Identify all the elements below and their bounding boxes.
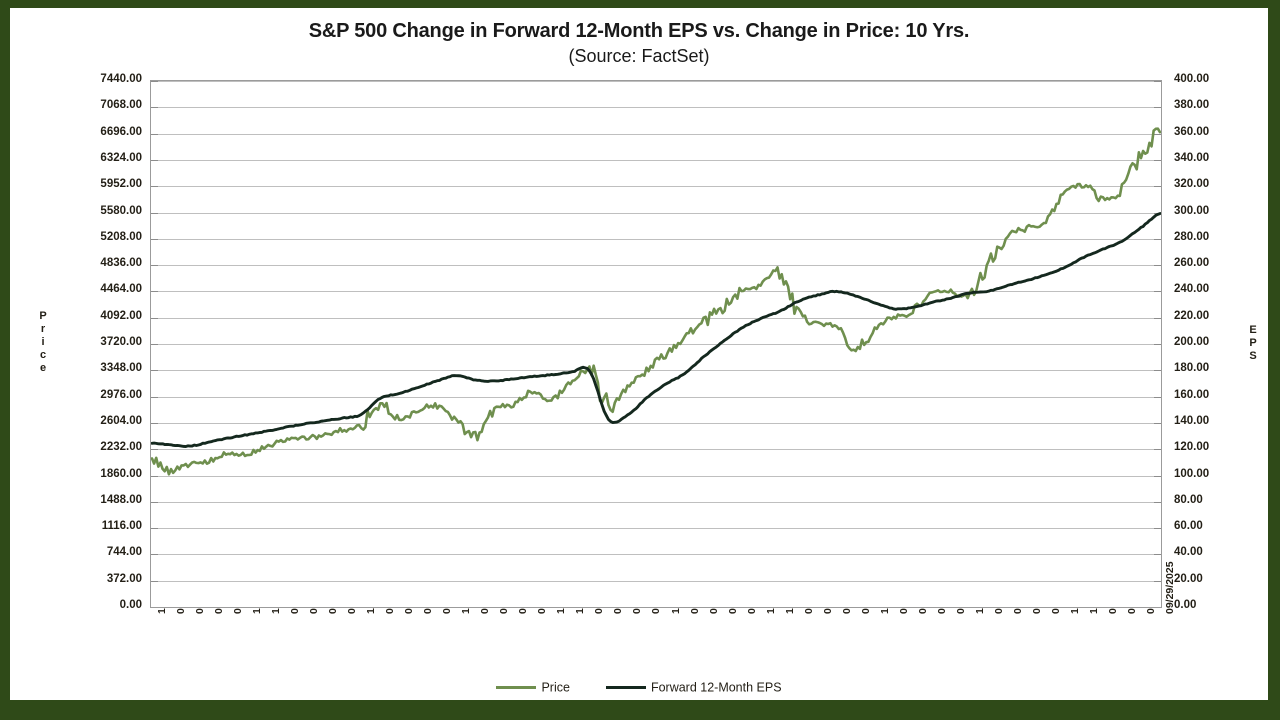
y-axis-right-tick-label: 280.00 [1174, 230, 1210, 243]
chart-canvas [151, 81, 1161, 582]
legend-item[interactable]: Forward 12-Month EPS [605, 680, 782, 695]
y-axis-right-title-letter: S [1249, 350, 1257, 362]
y-axis-right-tick-label: 340.00 [1174, 151, 1210, 164]
chart-legend: Price Forward 12-Month EPS [10, 680, 1268, 695]
y-axis-right-title-letter: E [1249, 324, 1257, 336]
page-title: S&P 500 Change in Forward 12-Month EPS v… [308, 20, 970, 42]
y-axis-left-tick-label: 5208.00 [100, 230, 142, 243]
y-axis-left-tick-label: 744.00 [106, 546, 142, 559]
y-axis-right-tick-label: 60.00 [1174, 520, 1203, 533]
y-axis-right-tick-label: 220.00 [1174, 309, 1210, 322]
y-axis-left-tick-label: 2232.00 [100, 441, 142, 454]
y-axis-left-tick-label: 5952.00 [100, 178, 142, 191]
y-axis-left-tick-label: 2976.00 [100, 388, 142, 401]
legend-label: Price [541, 680, 570, 695]
chart-title-block: S&P 500 Change in Forward 12-Month EPS v… [10, 18, 1268, 68]
legend-label: Forward 12-Month EPS [650, 680, 782, 695]
gridlines [151, 81, 1161, 582]
y-axis-right-tick-label: 160.00 [1174, 388, 1210, 401]
y-axis-right-tick-label: 260.00 [1174, 257, 1210, 270]
y-axis-left-tick-label: 5580.00 [100, 204, 142, 217]
series-line-eps [151, 212, 1161, 448]
y-axis-left-tick-label: 4464.00 [100, 283, 142, 296]
chart-subtitle: (Source: FactSet) [568, 46, 710, 66]
y-axis-right-tick-label: 320.00 [1174, 178, 1210, 191]
chart-stage: S&P 500 Change in Forward 12-Month EPS v… [10, 8, 1268, 700]
y-axis-left-title-letter: i [41, 336, 45, 348]
legend-item[interactable]: Price [496, 680, 570, 695]
y-axis-left-tick-label: 2604.00 [100, 414, 142, 427]
y-axis-left-tick-label: 4836.00 [100, 257, 142, 270]
series-layer [151, 127, 1161, 476]
y-axis-left-tick-label: 0.00 [119, 599, 142, 611]
y-axis-right-tick-label: 80.00 [1174, 493, 1203, 506]
x-axis-tick-label: 09/29/2025 [1164, 561, 1176, 614]
y-axis-left-tick-label: 3348.00 [100, 362, 142, 375]
y-axis-left-title-letter: c [39, 349, 47, 361]
y-axis-right-tick-label: 40.00 [1174, 546, 1203, 559]
y-axis-left-tick-label: 7440.00 [100, 73, 142, 85]
y-axis-left-tick-label: 3720.00 [100, 336, 142, 348]
y-axis-left-tick-label: 1116.00 [101, 520, 142, 533]
y-axis-left-tick-label: 1488.00 [100, 493, 142, 506]
y-axis-right-tick-label: 140.00 [1174, 414, 1210, 427]
y-axis-right-tick-label: 200.00 [1174, 336, 1210, 348]
legend-color-swatch [496, 686, 537, 690]
y-axis-left-tick-label: 6324.00 [100, 151, 142, 164]
y-axis-right-tick-label: 360.00 [1174, 125, 1210, 138]
y-axis-left-tick-label: 4092.00 [100, 309, 142, 322]
y-axis-right-title-letter: P [1249, 337, 1257, 349]
y-axis-left-tick-label: 6696.00 [100, 125, 142, 138]
y-axis-left-tick-label: 1860.00 [100, 467, 142, 480]
y-axis-right-tick-label: 380.00 [1174, 99, 1210, 112]
y-axis-left-tick-label: 372.00 [106, 572, 142, 585]
y-axis-left-title-letter: P [39, 310, 47, 322]
y-axis-right-tick-label: 400.00 [1174, 73, 1210, 85]
y-axis-right-tick-label: 0.00 [1174, 599, 1197, 611]
chart-frame: S&P 500 Change in Forward 12-Month EPS v… [10, 8, 1268, 700]
y-axis-left-tick-label: 7068.00 [100, 99, 142, 112]
y-axis-left-title-letter: e [39, 362, 47, 374]
y-axis-right-tick-label: 120.00 [1174, 441, 1210, 454]
y-axis-right-tick-label: 300.00 [1174, 204, 1210, 217]
legend-color-swatch [605, 686, 646, 690]
y-axis-right-tick-label: 20.00 [1174, 572, 1203, 585]
plot-area [150, 80, 1162, 608]
y-axis-right-tick-label: 100.00 [1174, 467, 1210, 480]
y-axis-left-title-letter: r [40, 323, 46, 335]
series-line-price [151, 127, 1161, 476]
y-axis-right-tick-label: 180.00 [1174, 362, 1210, 375]
y-axis-right-tick-label: 240.00 [1174, 283, 1210, 296]
